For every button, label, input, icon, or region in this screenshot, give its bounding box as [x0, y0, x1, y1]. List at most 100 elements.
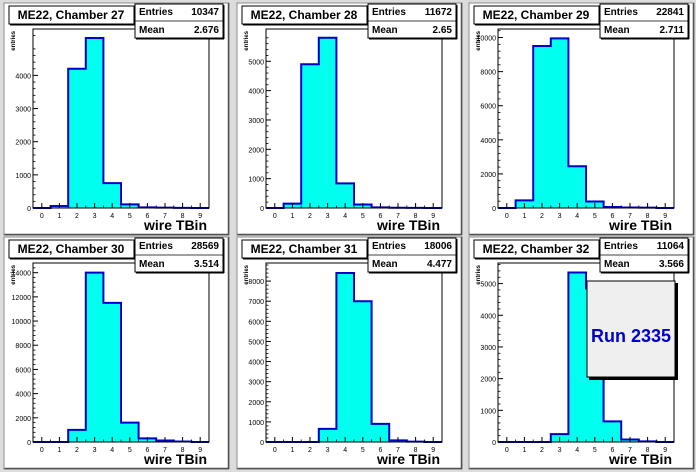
stats-box: Entries 28569 Mean 3.514	[134, 237, 225, 274]
histogram-bin	[68, 69, 86, 208]
y-tick-label: 0	[27, 206, 31, 213]
x-tick-label: 8	[646, 447, 650, 454]
x-tick-label: 2	[308, 447, 312, 454]
y-tick-label: 8000	[480, 70, 496, 77]
stats-box: Entries 11064 Mean 3.566	[599, 237, 690, 274]
histogram-title: ME22, Chamber 29	[483, 8, 590, 22]
y-tick-label: 1000	[15, 173, 31, 180]
x-tick-label: 0	[273, 213, 277, 220]
x-tick-label: 6	[610, 447, 614, 454]
x-tick-label: 2	[308, 213, 312, 220]
y-tick-label: 3000	[248, 118, 264, 125]
x-tick-label: 6	[378, 447, 382, 454]
x-tick-label: 7	[628, 213, 632, 220]
x-tick-label: 1	[290, 213, 294, 220]
y-tick-label: 10000	[12, 319, 32, 326]
x-tick-label: 6	[378, 213, 382, 220]
histogram-bin	[103, 303, 121, 442]
x-tick-label: 3	[326, 213, 330, 220]
title-box: ME22, Chamber 29	[473, 5, 601, 26]
x-tick-label: 9	[198, 213, 202, 220]
title-box: ME22, Chamber 27	[8, 5, 136, 26]
y-tick-label: 8000	[248, 279, 264, 286]
x-tick-label: 4	[343, 447, 347, 454]
x-tick-label: 3	[558, 447, 562, 454]
x-tick-label: 1	[57, 447, 61, 454]
entries-label: Entries	[139, 241, 173, 252]
x-tick-label: 7	[396, 447, 400, 454]
x-tick-label: 2	[540, 447, 544, 454]
entries-value: 10347	[191, 7, 219, 18]
mean-value: 2.711	[660, 25, 685, 36]
x-tick-label: 5	[361, 213, 365, 220]
x-tick-label: 4	[110, 447, 114, 454]
x-tick-label: 0	[505, 447, 509, 454]
stats-box: Entries 11672 Mean 2.65	[367, 3, 458, 40]
x-tick-label: 8	[181, 213, 185, 220]
x-tick-label: 9	[431, 447, 435, 454]
run-label-svg: Run 2335	[586, 280, 678, 380]
histogram-bin	[354, 301, 372, 442]
histogram-fill	[266, 37, 442, 208]
x-axis-label: wire TBin	[143, 217, 207, 233]
entries-label: Entries	[372, 241, 406, 252]
mean-label: Mean	[139, 259, 165, 270]
y-tick-label: 1000	[248, 420, 264, 427]
x-tick-label: 6	[145, 213, 149, 220]
y-tick-label: 2000	[15, 140, 31, 147]
histogram-fill	[498, 272, 674, 442]
x-tick-label: 0	[273, 447, 277, 454]
y-tick-label: 3000	[480, 345, 496, 352]
y-tick-label: 4000	[15, 73, 31, 80]
histogram-pad: 0 2000 4000 6000 8000 10000 0 1 2 3 4 5 6 7 8 9 wire TBi…	[468, 2, 695, 236]
histogram-pad: 0 2000 4000 6000 8000 10000 12000 14000 0 1 2 3 4 5 6 7…	[3, 236, 230, 470]
mean-label: Mean	[604, 25, 630, 36]
mean-value: 4.477	[427, 259, 452, 270]
x-tick-label: 3	[558, 213, 562, 220]
histogram-fill	[498, 38, 674, 208]
mean-value: 2.65	[433, 25, 453, 36]
x-tick-label: 5	[593, 447, 597, 454]
x-axis-label: wire TBin	[608, 451, 672, 467]
x-tick-label: 5	[128, 213, 132, 220]
y-tick-label: 5000	[248, 339, 264, 346]
y-tick-label: 4000	[480, 138, 496, 145]
x-tick-label: 2	[540, 213, 544, 220]
x-tick-label: 9	[431, 213, 435, 220]
histogram-title: ME22, Chamber 30	[18, 242, 125, 256]
y-tick-label: 12000	[12, 295, 32, 302]
x-axis-label: wire TBin	[376, 217, 440, 233]
x-tick-label: 3	[93, 447, 97, 454]
entries-value: 28569	[191, 241, 219, 252]
entries-value: 11672	[425, 7, 453, 18]
histogram-bin	[551, 38, 569, 208]
x-tick-label: 1	[522, 213, 526, 220]
y-tick-label: 0	[260, 206, 264, 213]
x-tick-label: 1	[290, 447, 294, 454]
y-axis-label: entries	[476, 264, 482, 284]
x-tick-label: 4	[575, 447, 579, 454]
histogram-bin	[336, 273, 354, 442]
x-tick-label: 8	[646, 213, 650, 220]
x-tick-label: 4	[110, 213, 114, 220]
histogram-pad: 0 1000 2000 3000 4000 5000 0 1 2 3 4 5 6 7 8 9 wire TBin…	[236, 2, 463, 236]
y-axis-label: entries	[244, 264, 250, 284]
mean-value: 3.566	[659, 259, 684, 270]
y-tick-label: 4000	[248, 360, 264, 367]
x-tick-label: 8	[414, 447, 418, 454]
y-tick-label: 2000	[248, 400, 264, 407]
histogram-bin	[568, 166, 586, 208]
histogram-bin	[301, 64, 319, 208]
histogram-bin	[319, 38, 337, 208]
histogram-bin	[568, 273, 586, 442]
mean-value: 2.676	[194, 25, 219, 36]
y-tick-label: 5000	[480, 282, 496, 289]
histogram-chart: 0 1000 2000 3000 4000 5000 6000 7000 8000 0 1 2 3 4 5 6…	[236, 236, 463, 470]
x-tick-label: 7	[628, 447, 632, 454]
y-tick-label: 5000	[248, 59, 264, 66]
x-tick-label: 9	[663, 213, 667, 220]
histogram-pad: 0 1000 2000 3000 4000 5000 6000 7000 8000 0 1 2 3 4 5 6…	[236, 236, 463, 470]
